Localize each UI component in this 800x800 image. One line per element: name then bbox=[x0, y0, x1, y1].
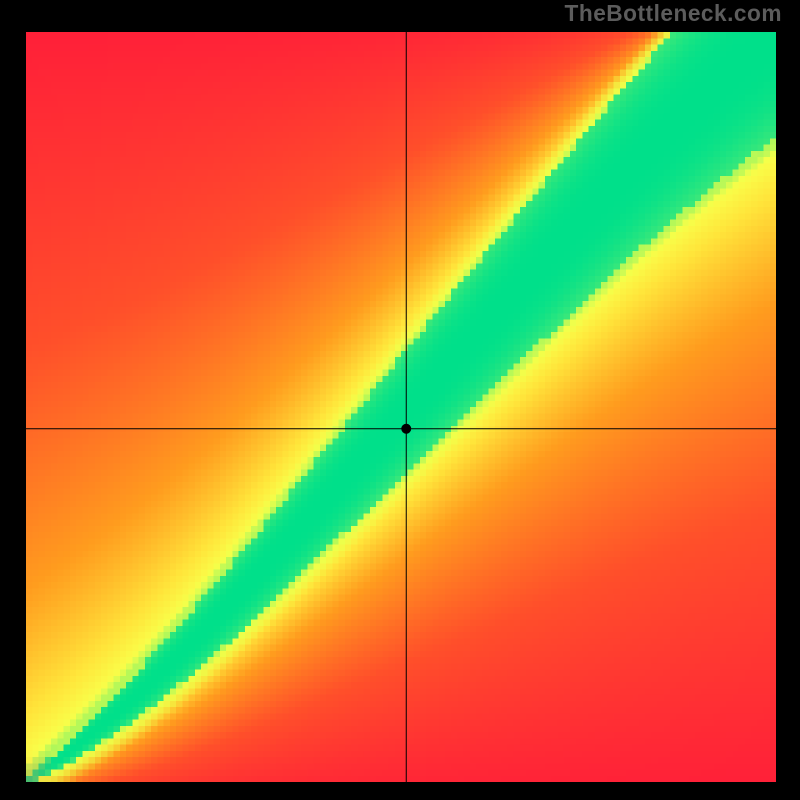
heatmap-canvas bbox=[26, 32, 776, 782]
watermark-text: TheBottleneck.com bbox=[565, 0, 782, 27]
chart-frame: TheBottleneck.com bbox=[0, 0, 800, 800]
heatmap-plot bbox=[26, 32, 776, 782]
